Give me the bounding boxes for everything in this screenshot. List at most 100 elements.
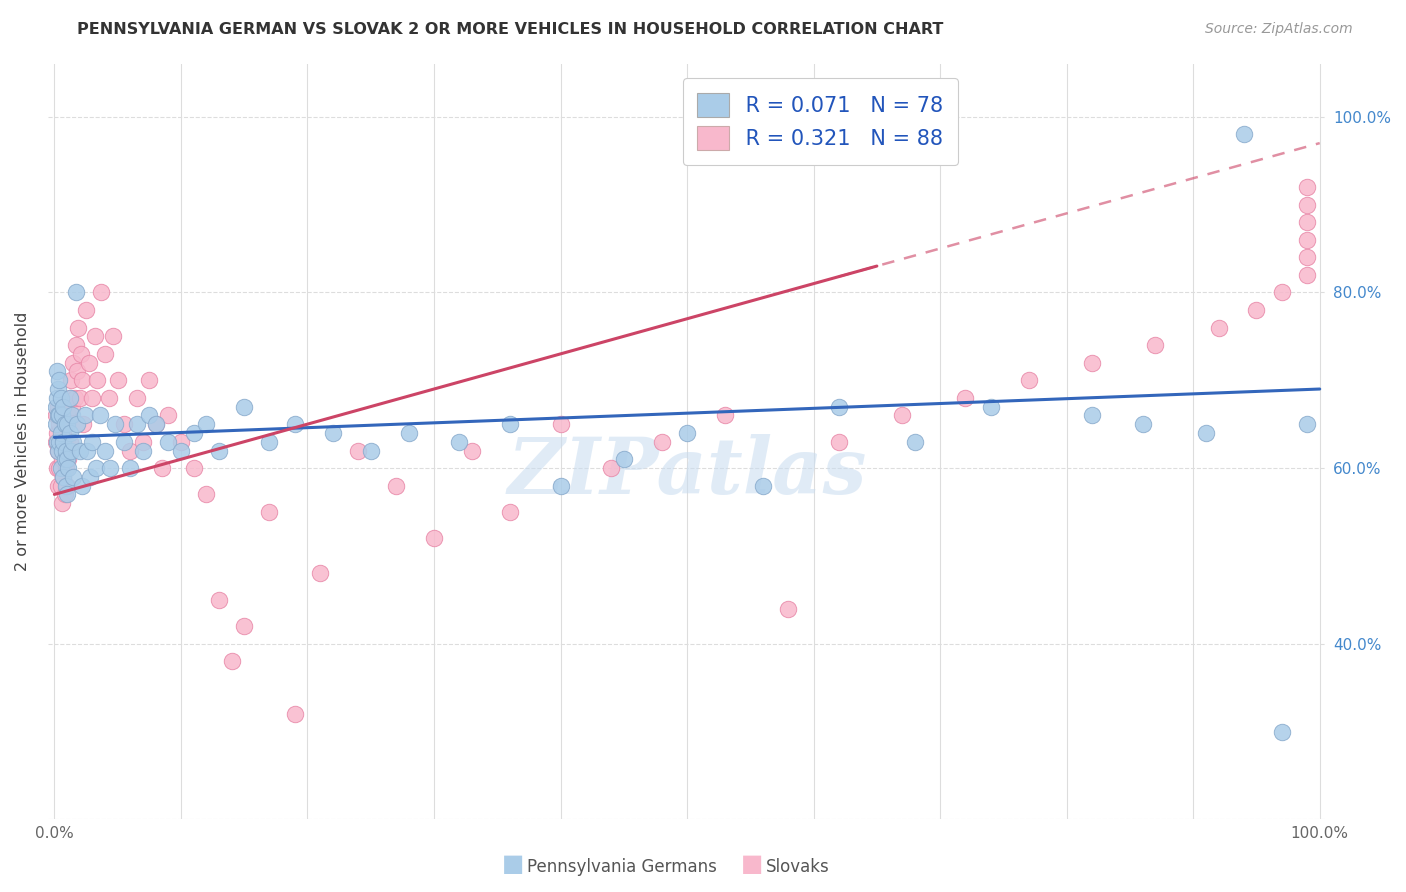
Point: [891, 409, 914, 423]
Point: [79, 470, 101, 484]
Point: [56, 452, 79, 467]
Point: [752, 478, 775, 492]
Point: [46, 409, 69, 423]
Point: [53, 487, 76, 501]
Point: [195, 417, 218, 432]
Point: [59, 373, 82, 387]
Point: [385, 478, 408, 492]
Point: [48, 409, 70, 423]
Point: [145, 417, 167, 432]
Point: [51, 443, 73, 458]
Point: [65, 338, 87, 352]
Point: [955, 391, 977, 405]
Point: [132, 443, 155, 458]
Point: [53, 417, 76, 432]
Point: [66, 417, 89, 432]
Point: [45, 461, 67, 475]
Point: [63, 391, 86, 405]
Point: [828, 400, 851, 414]
Point: [1233, 128, 1256, 142]
Point: [449, 434, 471, 449]
Point: [138, 409, 160, 423]
Point: [150, 461, 173, 475]
Point: [73, 409, 96, 423]
Point: [45, 434, 67, 449]
Point: [120, 461, 142, 475]
Point: [1081, 356, 1104, 370]
Point: [52, 470, 75, 484]
Point: [183, 425, 205, 440]
Point: [72, 417, 94, 432]
Point: [51, 496, 73, 510]
Text: Pennsylvania Germans: Pennsylvania Germans: [527, 858, 717, 876]
Point: [62, 434, 84, 449]
Point: [221, 654, 243, 668]
Point: [86, 373, 108, 387]
Point: [45, 425, 67, 440]
Point: [208, 443, 231, 458]
Point: [1081, 409, 1104, 423]
Point: [1271, 285, 1294, 300]
Point: [49, 425, 72, 440]
Point: [714, 409, 737, 423]
Point: [58, 461, 80, 475]
Point: [83, 329, 105, 343]
Point: [1195, 425, 1218, 440]
Point: [1132, 417, 1154, 432]
Point: [66, 364, 89, 378]
Point: [347, 443, 370, 458]
Point: [651, 434, 673, 449]
Point: [145, 417, 167, 432]
Point: [170, 434, 193, 449]
Point: [62, 356, 84, 370]
Point: [45, 417, 67, 432]
Point: [360, 443, 382, 458]
Point: [1296, 233, 1319, 247]
Point: [49, 391, 72, 405]
Point: [170, 443, 193, 458]
Point: [1296, 250, 1319, 264]
Text: Slovaks: Slovaks: [766, 858, 830, 876]
Point: [45, 391, 67, 405]
Text: ■: ■: [741, 852, 763, 876]
Point: [69, 443, 91, 458]
Point: [259, 434, 281, 449]
Point: [45, 400, 67, 414]
Point: [208, 592, 231, 607]
Point: [58, 434, 80, 449]
Y-axis label: 2 or more Vehicles in Household: 2 or more Vehicles in Household: [15, 312, 30, 572]
Point: [56, 434, 79, 449]
Point: [67, 320, 90, 334]
Point: [309, 566, 332, 581]
Point: [97, 391, 120, 405]
Point: [84, 461, 107, 475]
Point: [69, 391, 91, 405]
Point: [90, 285, 112, 300]
Point: [77, 356, 100, 370]
Point: [55, 443, 77, 458]
Point: [70, 478, 93, 492]
Point: [46, 382, 69, 396]
Point: [94, 347, 117, 361]
Point: [52, 400, 75, 414]
Point: [138, 373, 160, 387]
Point: [49, 434, 72, 449]
Point: [1296, 417, 1319, 432]
Point: [125, 391, 148, 405]
Point: [89, 409, 111, 423]
Point: [828, 434, 851, 449]
Point: [499, 505, 522, 519]
Point: [48, 434, 70, 449]
Point: [60, 409, 83, 423]
Point: [82, 434, 104, 449]
Point: [76, 443, 98, 458]
Point: [45, 364, 67, 378]
Point: [1246, 303, 1268, 318]
Point: [94, 443, 117, 458]
Point: [107, 373, 129, 387]
Point: [53, 452, 76, 467]
Point: [284, 706, 307, 721]
Legend:  R = 0.071   N = 78,  R = 0.321   N = 88: R = 0.071 N = 78, R = 0.321 N = 88: [683, 78, 957, 165]
Point: [46, 478, 69, 492]
Point: [56, 417, 79, 432]
